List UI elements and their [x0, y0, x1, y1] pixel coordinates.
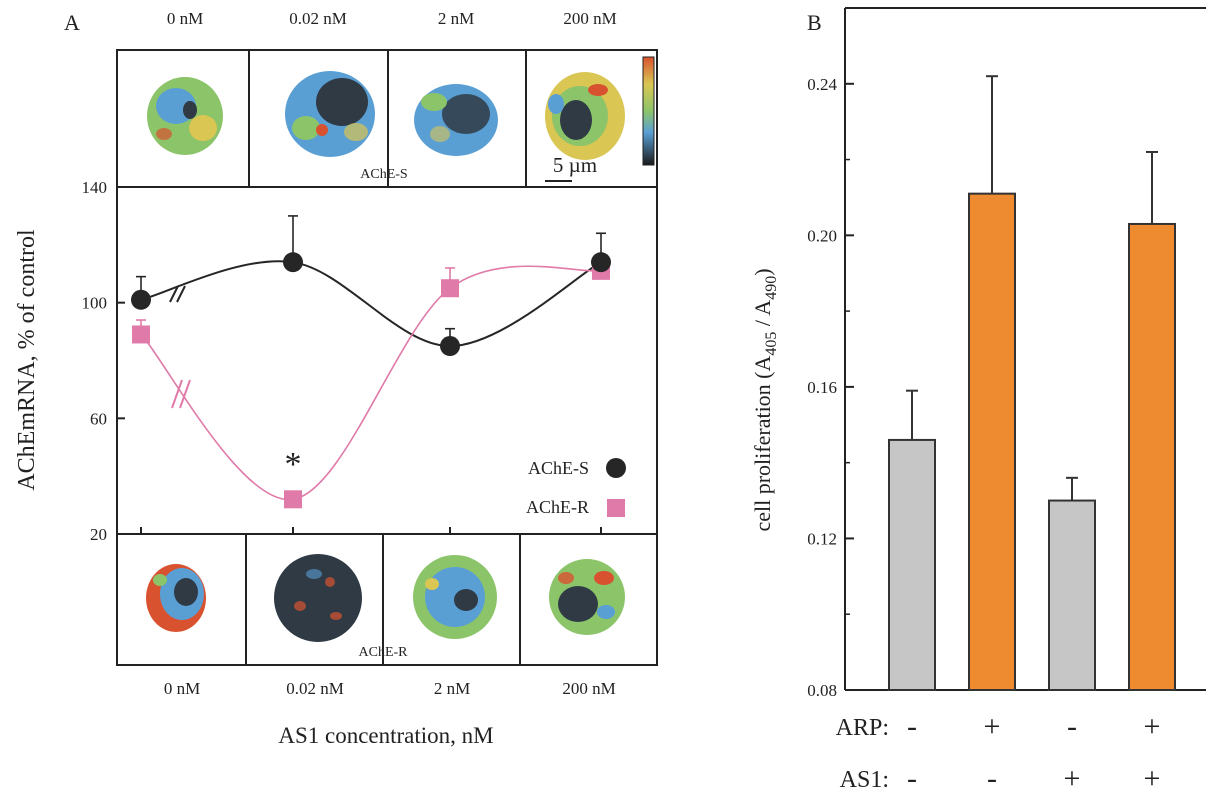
bottom-strip-label: AChE-R	[359, 645, 409, 660]
as1-sign: +	[1064, 762, 1081, 795]
row-label-arp: ARP:	[836, 715, 889, 741]
cell-image-r-0	[146, 564, 206, 632]
significance-asterisk: *	[285, 446, 302, 483]
top-label-0: 0 nM	[167, 9, 203, 28]
point-ache-r	[132, 325, 150, 344]
legend-label-ache-s: AChE-S	[528, 458, 589, 478]
cell-image-s-0	[147, 77, 223, 155]
panel-a-label: A	[64, 10, 80, 35]
point-ache-r	[441, 279, 459, 298]
line-chart-x-ticks	[140, 527, 602, 534]
bar	[968, 192, 1016, 691]
treatment-signs: - + - + - - + +	[907, 710, 1160, 795]
y-tick-label: 0.16	[807, 378, 837, 397]
treatment-table: ARP: AS1: - + - + - - + +	[836, 710, 1161, 795]
series-line-ache-r	[140, 265, 602, 501]
panel-b-label: B	[807, 10, 822, 35]
y-tick-label: 0.08	[807, 681, 837, 700]
bar-chart: 0.08 0.12 0.16 0.20 0.24 cell proliferation …	[750, 7, 1206, 700]
cell-image-s-1	[285, 71, 375, 157]
scale-bar-label: 5 µm	[553, 153, 597, 177]
top-label-1: 0.02 nM	[289, 9, 347, 28]
legend-marker-ache-s	[606, 458, 626, 478]
top-label-3: 200 nM	[563, 9, 616, 28]
cell-image-s-2	[414, 84, 498, 156]
bar-chart-y-axis-label: cell proliferation (A405 / A490)	[750, 268, 780, 531]
bottom-image-strip: AChE-R	[116, 533, 658, 666]
y-tick-label: 0.24	[807, 75, 837, 94]
bottom-label-2: 2 nM	[434, 679, 470, 698]
bar	[1128, 222, 1176, 691]
line-chart: 20 60 100 140 * AChE-S AChE-R AChEmRNA, % o…	[14, 178, 658, 544]
bottom-label-3: 200 nM	[562, 679, 615, 698]
y-tick-label: 20	[90, 525, 107, 544]
legend-label-ache-r: AChE-R	[526, 497, 589, 517]
point-ache-s	[131, 289, 151, 310]
series-line-ache-s	[140, 260, 602, 348]
row-label-as1: AS1:	[840, 767, 889, 793]
bar-chart-error-bars	[906, 75, 1158, 501]
y-tick-label: 100	[82, 294, 108, 313]
line-chart-x-axis-label: AS1 concentration, nM	[278, 723, 493, 748]
point-ache-s	[591, 252, 611, 273]
as1-sign: +	[1144, 762, 1161, 795]
line-chart-points	[131, 252, 611, 509]
point-ache-s	[283, 252, 303, 273]
bottom-label-1: 0.02 nM	[286, 679, 344, 698]
line-chart-y-ticks: 20 60 100 140	[82, 178, 125, 544]
line-chart-error-bars	[136, 215, 606, 347]
top-label-2: 2 nM	[438, 9, 474, 28]
cell-image-s-3	[545, 72, 625, 160]
y-tick-label: 0.20	[807, 226, 837, 245]
point-ache-r	[284, 490, 302, 509]
bar-chart-y-ticks: 0.08 0.12 0.16 0.20 0.24	[807, 75, 854, 700]
arp-sign: -	[907, 710, 917, 743]
legend-marker-ache-r	[607, 499, 625, 517]
top-strip-label: AChE-S	[360, 167, 407, 182]
axis-break-mark-s	[169, 285, 186, 303]
arp-sign: +	[984, 710, 1001, 743]
top-image-strip: AChE-S 5 µm	[116, 49, 658, 188]
line-chart-frame	[116, 186, 658, 535]
arp-sign: +	[1144, 710, 1161, 743]
bottom-concentration-labels: 0 nM 0.02 nM 2 nM 200 nM	[164, 679, 616, 698]
bar-chart-bars	[888, 192, 1176, 691]
point-ache-s	[440, 336, 460, 357]
y-tick-label: 0.12	[807, 529, 837, 548]
cell-image-r-2	[413, 555, 497, 639]
bar	[1048, 499, 1096, 691]
cell-image-r-1	[274, 554, 362, 642]
bottom-label-0: 0 nM	[164, 679, 200, 698]
bar	[888, 438, 936, 691]
as1-sign: -	[987, 762, 997, 795]
y-tick-label: 140	[82, 178, 108, 197]
line-chart-y-axis-label: AChEmRNA, % of control	[14, 229, 40, 491]
as1-sign: -	[907, 762, 917, 795]
cell-image-r-3	[549, 559, 625, 635]
axis-break-mark-r	[171, 379, 191, 409]
line-chart-legend: AChE-S AChE-R	[526, 458, 626, 517]
y-tick-label: 60	[90, 409, 107, 428]
top-concentration-labels: 0 nM 0.02 nM 2 nM 200 nM	[167, 9, 617, 28]
color-scale-bar	[642, 56, 655, 166]
arp-sign: -	[1067, 710, 1077, 743]
